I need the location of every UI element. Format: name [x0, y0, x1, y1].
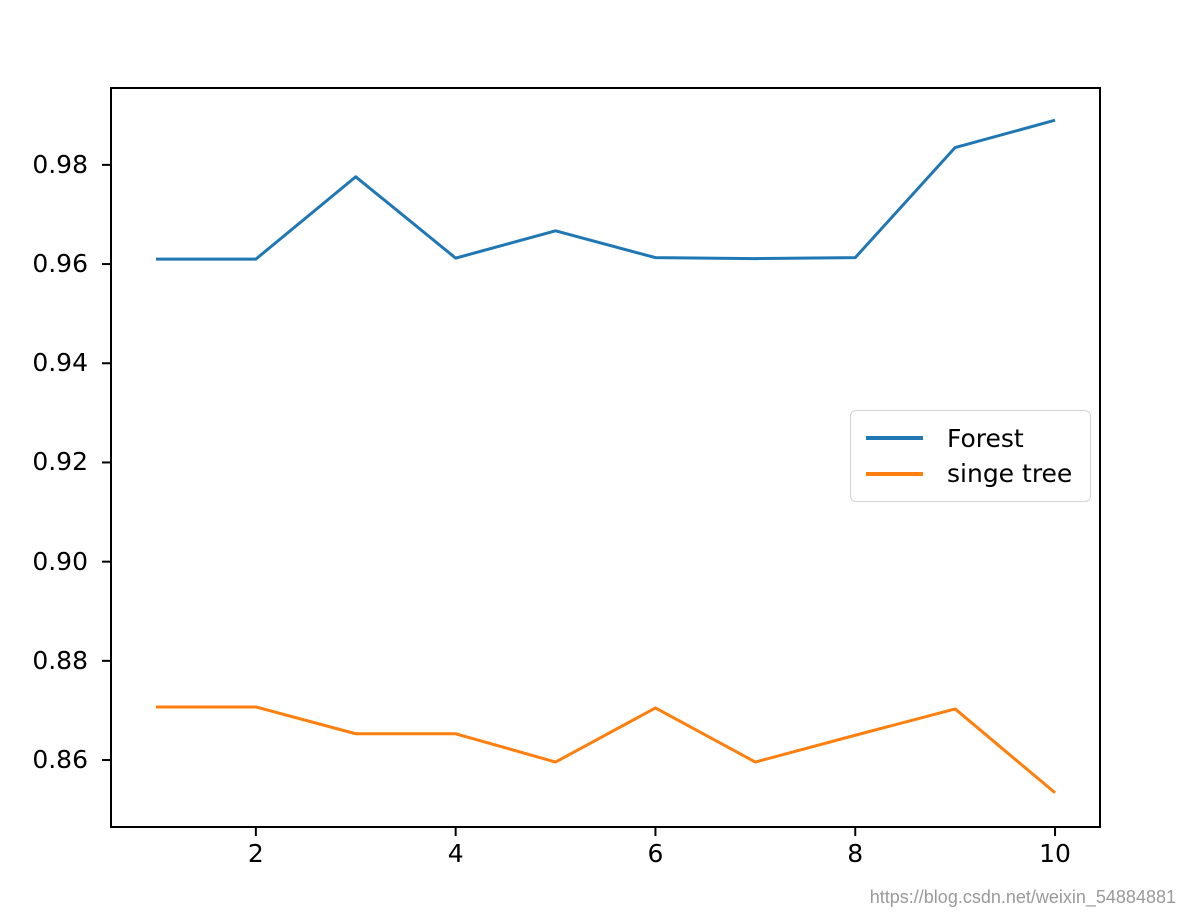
forest-line-swatch — [866, 436, 923, 440]
series-line-forest — [155, 118, 1056, 261]
y-tick-label: 0.92 — [32, 447, 88, 477]
y-tick-label: 0.88 — [32, 645, 88, 675]
x-tick-label: 8 — [847, 839, 864, 868]
singe-tree-line-swatch — [866, 472, 923, 476]
x-tick-label: 10 — [1039, 839, 1071, 868]
legend-label-forest: Forest — [947, 423, 1024, 453]
y-tick-label: 0.86 — [32, 745, 88, 775]
watermark-url: https://blog.csdn.net/weixin_54884881 — [869, 887, 1176, 907]
series-line-singe-tree — [155, 705, 1057, 794]
y-tick-label: 0.98 — [32, 149, 88, 179]
x-tick-label: 4 — [447, 839, 464, 868]
legend: Forest singe tree — [850, 410, 1091, 502]
legend-label-singe-tree: singe tree — [947, 459, 1073, 489]
y-tick-label: 0.96 — [32, 249, 88, 279]
legend-entry-singe-tree: singe tree — [866, 461, 1075, 486]
plot-border — [110, 87, 1101, 828]
y-tick-label: 0.90 — [32, 546, 88, 576]
x-tick-label: 6 — [647, 839, 664, 868]
y-tick-label: 0.94 — [32, 348, 88, 378]
x-tick-label: 2 — [247, 839, 264, 868]
legend-entry-forest: Forest — [866, 426, 1075, 451]
